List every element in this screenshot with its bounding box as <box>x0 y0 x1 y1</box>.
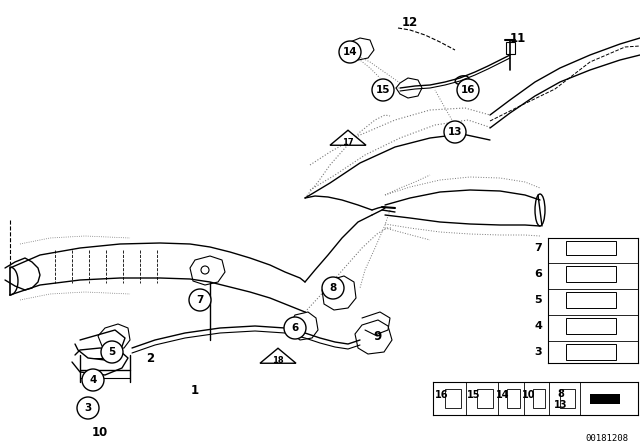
Text: 13: 13 <box>554 400 567 409</box>
Text: 5: 5 <box>108 347 116 357</box>
Polygon shape <box>330 130 366 145</box>
Text: 3: 3 <box>84 403 92 413</box>
Bar <box>566 345 616 360</box>
Text: 7: 7 <box>196 295 204 305</box>
Circle shape <box>444 121 466 143</box>
Text: 4: 4 <box>534 321 542 331</box>
Text: 17: 17 <box>342 138 354 146</box>
Text: 8: 8 <box>330 283 337 293</box>
Polygon shape <box>260 348 296 363</box>
Text: 16: 16 <box>461 85 476 95</box>
Bar <box>566 318 616 334</box>
Text: 12: 12 <box>402 16 418 29</box>
Bar <box>560 389 575 408</box>
Circle shape <box>372 79 394 101</box>
Bar <box>590 393 620 404</box>
Circle shape <box>77 397 99 419</box>
Text: 9: 9 <box>374 329 382 343</box>
Circle shape <box>101 341 123 363</box>
Circle shape <box>339 41 361 63</box>
Circle shape <box>82 369 104 391</box>
Text: 15: 15 <box>376 85 390 95</box>
Bar <box>477 389 493 408</box>
Text: 14: 14 <box>342 47 357 57</box>
Circle shape <box>284 317 306 339</box>
Text: 14: 14 <box>496 389 509 400</box>
Text: 7: 7 <box>534 243 542 253</box>
Bar <box>566 241 616 255</box>
Text: 10: 10 <box>522 389 535 400</box>
Text: 4: 4 <box>90 375 97 385</box>
Bar <box>532 389 545 408</box>
Bar <box>507 389 520 408</box>
Text: 15: 15 <box>467 389 481 400</box>
Circle shape <box>322 277 344 299</box>
Text: 1: 1 <box>191 383 199 396</box>
Text: 8: 8 <box>557 388 564 399</box>
Text: 5: 5 <box>534 295 542 305</box>
Text: 00181208: 00181208 <box>585 434 628 443</box>
Bar <box>566 266 616 282</box>
Bar <box>566 292 616 308</box>
Text: 16: 16 <box>435 389 448 400</box>
Text: 6: 6 <box>534 269 542 279</box>
Bar <box>445 389 461 408</box>
Text: 18: 18 <box>272 356 284 365</box>
Text: 10: 10 <box>92 426 108 439</box>
Text: 13: 13 <box>448 127 462 137</box>
Text: 11: 11 <box>510 31 526 44</box>
Text: 3: 3 <box>534 347 542 357</box>
Circle shape <box>457 79 479 101</box>
Text: 2: 2 <box>146 352 154 365</box>
Circle shape <box>189 289 211 311</box>
Text: 6: 6 <box>291 323 299 333</box>
Bar <box>506 42 515 54</box>
